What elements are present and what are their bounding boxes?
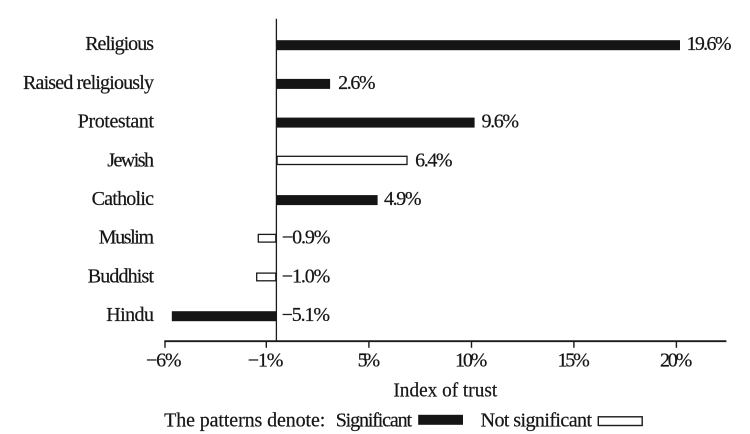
svg-text:Protestant: Protestant [78,111,155,133]
svg-text:4.9%: 4.9% [384,188,422,210]
svg-text:Index of trust: Index of trust [393,379,497,401]
svg-text:Significant: Significant [336,410,413,432]
svg-text:5%: 5% [358,350,381,372]
svg-text:Not significant: Not significant [481,410,593,432]
svg-text:Raised religiously: Raised religiously [23,72,154,94]
svg-text:15%: 15% [557,350,589,372]
svg-text:10%: 10% [455,350,487,372]
svg-text:Muslim: Muslim [99,227,155,249]
svg-text:−5.1%: −5.1% [282,304,331,326]
svg-text:2.6%: 2.6% [338,72,376,94]
svg-text:Religious: Religious [85,33,154,55]
svg-text:−0.9%: −0.9% [282,227,331,249]
svg-text:20%: 20% [660,350,692,372]
svg-text:Catholic: Catholic [92,188,155,210]
svg-text:−1%: −1% [248,350,284,372]
svg-text:19.6%: 19.6% [687,33,732,55]
svg-text:−6%: −6% [146,350,182,372]
svg-text:6.4%: 6.4% [415,149,453,171]
svg-text:Hindu: Hindu [106,304,154,326]
svg-text:The patterns denote:: The patterns denote: [164,410,325,432]
svg-text:Buddhist: Buddhist [88,266,155,288]
svg-text:−1.0%: −1.0% [282,266,331,288]
svg-text:Jewish: Jewish [107,149,154,171]
svg-text:9.6%: 9.6% [482,111,520,133]
